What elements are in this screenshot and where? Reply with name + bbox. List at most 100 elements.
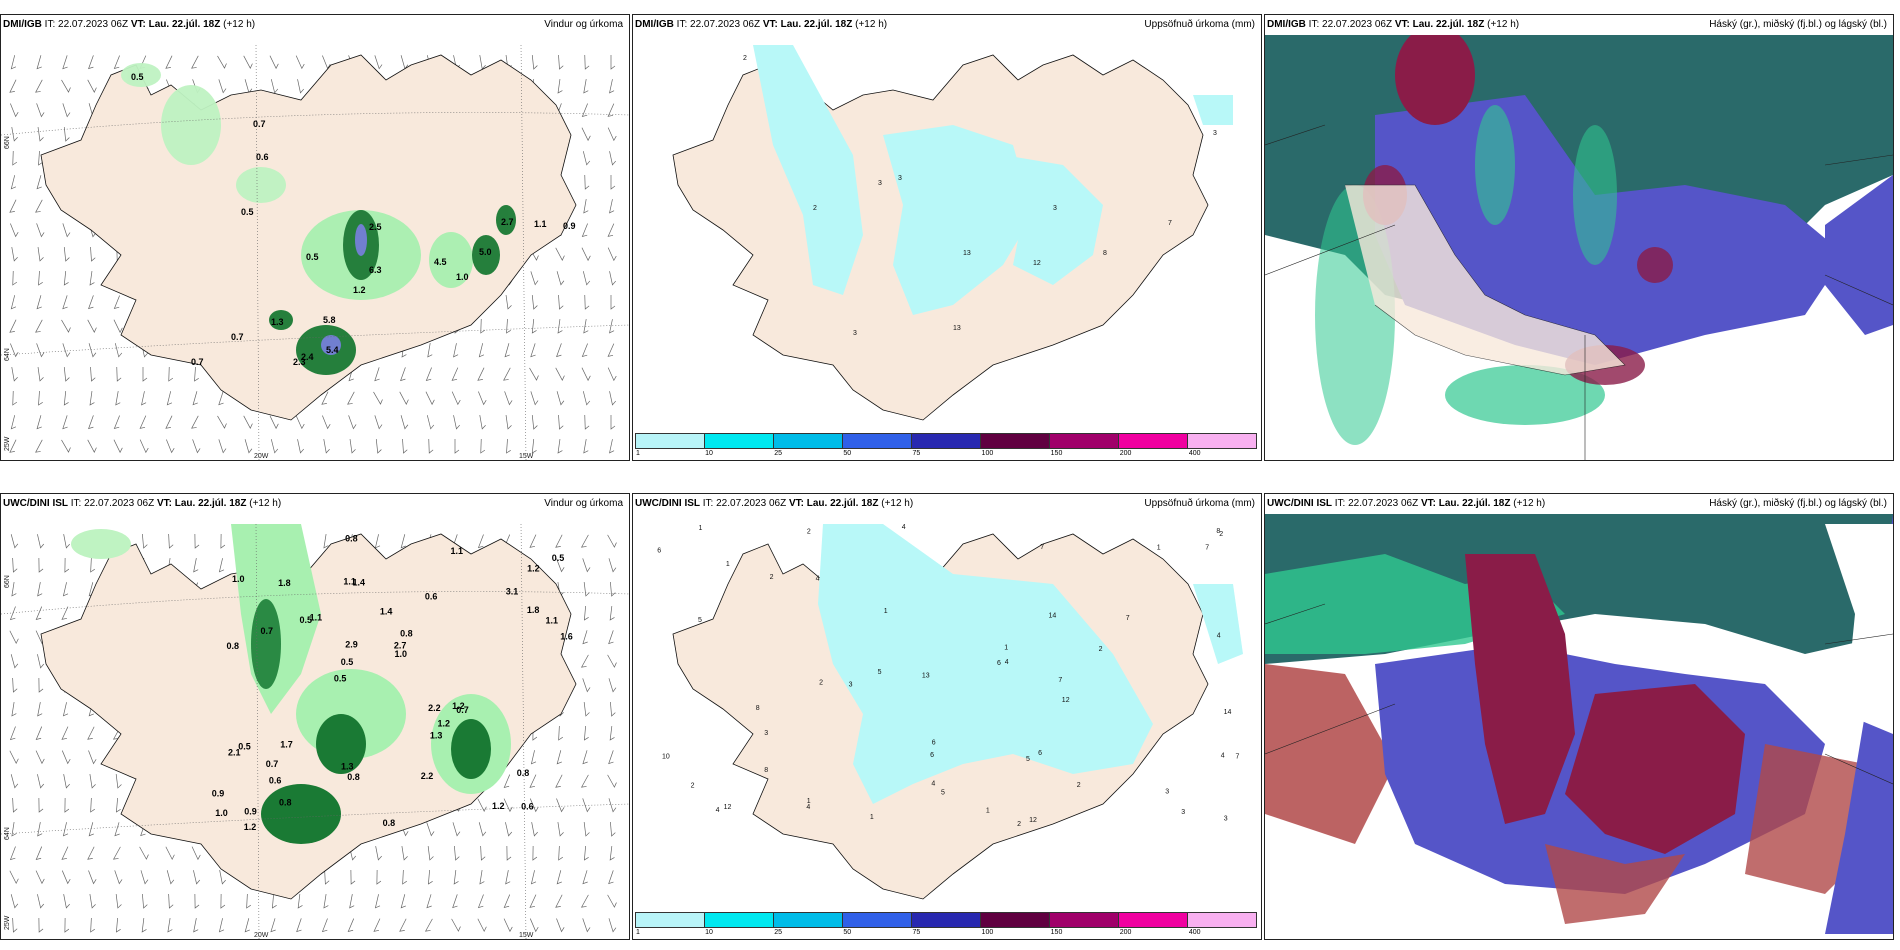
axis-lat-64: 64N (4, 827, 11, 840)
wind-barb (505, 295, 512, 310)
wind-barb (37, 894, 45, 909)
wind-barb (115, 894, 122, 909)
accum-label: 1 (807, 798, 811, 805)
wind-barb (168, 533, 174, 549)
wind-barb (36, 295, 42, 310)
colorbar-swatch (774, 913, 843, 927)
wind-barb (63, 271, 69, 286)
wind-barb (270, 439, 279, 454)
wind-barb (478, 343, 485, 358)
panel-title: Vindur og úrkoma (544, 19, 623, 30)
wind-barb (531, 55, 538, 70)
precip-label: 2.7 (394, 640, 407, 650)
precip-label: 0.9 (244, 806, 257, 816)
wind-barb (36, 103, 45, 118)
wind-barb (35, 846, 43, 860)
wind-barb (480, 438, 486, 454)
wind-barb (87, 79, 97, 93)
wind-barb (607, 343, 615, 357)
wind-barb (451, 367, 459, 381)
wind-barb (88, 343, 97, 358)
accum-label: 4 (1005, 659, 1009, 666)
wind-barb (581, 103, 588, 118)
wind-barb (582, 630, 588, 645)
wind-barb (428, 438, 434, 454)
wind-barb (582, 798, 591, 813)
wind-barb (531, 295, 538, 310)
colorbar-tick: 1 (636, 929, 640, 936)
precip-label: 0.8 (517, 768, 530, 778)
wind-barb (555, 367, 565, 381)
wind-barb (62, 582, 69, 597)
wind-barb (556, 271, 565, 286)
valid-label: VT: (130, 19, 146, 30)
wind-barb (558, 414, 564, 430)
wind-barb (607, 654, 617, 668)
grid-lines (1, 523, 629, 939)
wind-barb (114, 870, 123, 885)
grid-lines (1, 44, 629, 460)
wind-barb (270, 918, 276, 933)
colorbar-tick: 400 (1188, 929, 1201, 936)
precip-label: 0.5 (341, 657, 354, 667)
wind-barb (295, 55, 305, 70)
wind-barb (426, 822, 435, 837)
wind-barb (581, 247, 591, 262)
precip-label: 0.7 (191, 357, 204, 367)
precip-label: 6.3 (369, 265, 382, 275)
wind-barb (37, 822, 43, 837)
wind-barb (609, 846, 615, 861)
precip-label: 5.0 (479, 247, 492, 257)
wind-barb (322, 415, 331, 430)
model-name: UWC/DINI ISL (1267, 498, 1332, 509)
wind-barb (296, 918, 302, 933)
wind-barb (297, 439, 305, 454)
axis-lon-20: 20W (254, 932, 269, 939)
wind-barb (89, 774, 96, 789)
wind-barb (584, 294, 590, 310)
accum-label: 5 (1026, 756, 1030, 763)
colorbar-tick: 10 (705, 929, 713, 936)
wind-barb (63, 367, 70, 382)
wind-barb (581, 223, 588, 238)
wind-barb (350, 869, 356, 885)
colorbar-swatch (1188, 434, 1256, 448)
wind-barb (555, 534, 563, 548)
wind-barb (609, 151, 617, 166)
accum-label: 5 (878, 669, 882, 676)
wind-barb (12, 677, 18, 693)
wind-barb (556, 798, 565, 813)
wind-barb (530, 870, 537, 885)
wind-barb (505, 870, 511, 885)
wind-barb (503, 774, 511, 788)
wind-barb (88, 822, 94, 837)
precip-label: 0.9 (212, 788, 225, 798)
wind-barb (400, 894, 406, 909)
colorbar-swatch (843, 913, 912, 927)
panel-uwc-wind: UWC/DINI ISL IT: 22.07.2023 06Z VT: Lau.… (0, 493, 630, 940)
wind-barb (37, 654, 45, 669)
accum-precip-map: 1212212341155676543652147810311213126787… (657, 524, 1243, 900)
wind-barb (478, 822, 487, 837)
colorbar-swatches (635, 433, 1257, 449)
panel-dmi-cloud: DMI/IGB IT: 22.07.2023 06Z VT: Lau. 22.j… (1264, 14, 1894, 461)
wind-barb (479, 870, 485, 885)
wind-barb (166, 870, 175, 885)
wind-barb (62, 55, 68, 70)
wind-barb (608, 918, 617, 933)
accum-label: 6 (932, 739, 936, 746)
wind-barb (582, 918, 591, 933)
wind-barb (139, 415, 147, 429)
wind-barb (36, 343, 45, 358)
precip-label: 0.5 (334, 674, 347, 684)
wind-barb (38, 557, 44, 573)
precip-areas (71, 524, 511, 844)
wind-barb (557, 822, 564, 837)
wind-barb (503, 894, 511, 908)
wind-barb (531, 415, 538, 430)
wind-barb (610, 415, 616, 430)
colorbar-tick: 25 (774, 929, 783, 936)
colorbar-tick: 75 (912, 450, 921, 457)
colorbar-swatch (1050, 913, 1119, 927)
wind-barb (62, 822, 69, 837)
